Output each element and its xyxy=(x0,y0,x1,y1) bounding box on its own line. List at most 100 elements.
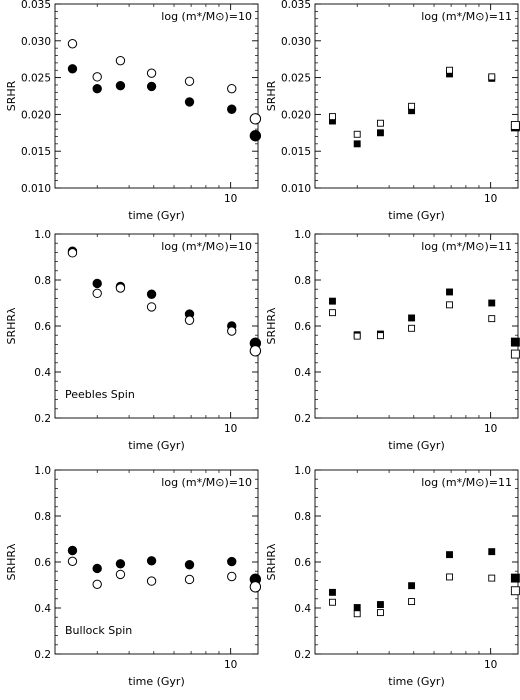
y-tick-label: 0.010 xyxy=(281,183,311,195)
y-tick-label: 0.8 xyxy=(34,511,51,523)
data-point-filled xyxy=(376,129,384,137)
y-axis-label: SRHRλ xyxy=(265,543,278,581)
data-point-open xyxy=(329,598,336,606)
data-point-open xyxy=(408,324,416,332)
data-point-filled xyxy=(146,289,157,299)
y-tick-label: 0.020 xyxy=(21,109,51,121)
y-tick-label: 0.6 xyxy=(34,321,51,333)
y-tick-label: 0.010 xyxy=(21,183,51,195)
data-point-open xyxy=(249,581,262,593)
y-tick-label: 0.015 xyxy=(281,146,311,158)
data-point-open xyxy=(146,576,157,586)
x-axis-label: time (Gyr) xyxy=(388,675,445,688)
data-point-open xyxy=(376,609,384,617)
data-point-filled xyxy=(184,560,195,570)
data-point-open xyxy=(329,113,336,121)
plot-frame xyxy=(314,3,519,189)
data-point-open xyxy=(510,586,520,596)
data-point-open xyxy=(92,579,102,590)
x-tick-label: 10 xyxy=(224,193,237,205)
y-tick-label: 0.2 xyxy=(294,413,311,425)
y-tick-label: 0.4 xyxy=(294,367,311,379)
y-tick-label: 0.020 xyxy=(281,109,311,121)
data-point-filled xyxy=(488,299,496,307)
panel-5: 0.2 0.4 0.6 0.8 1.0 10 time (Gyr) SRHRλ log (m*/… xyxy=(5,465,262,688)
mass-annotation: log (m*/M⊙)=10 xyxy=(161,240,252,253)
y-tick-label: 0.4 xyxy=(34,603,51,615)
data-point-open xyxy=(227,83,237,94)
data-point-filled xyxy=(227,556,237,567)
data-point-open xyxy=(488,574,496,582)
y-tick-label: 0.025 xyxy=(21,73,51,85)
data-point-filled xyxy=(92,563,102,574)
data-point-filled xyxy=(408,314,416,322)
y-axis-label: SRHR xyxy=(5,80,18,111)
y-tick-label: 1.0 xyxy=(294,465,311,477)
data-point-open xyxy=(67,39,78,49)
y-tick-label: 0.8 xyxy=(294,511,311,523)
data-point-open xyxy=(67,248,78,258)
data-point-open xyxy=(146,302,157,312)
y-tick-label: 0.4 xyxy=(294,603,311,615)
x-axis-label: time (Gyr) xyxy=(128,209,185,222)
y-tick-label: 0.6 xyxy=(294,557,311,569)
data-point-filled xyxy=(353,140,361,148)
data-point-open xyxy=(227,326,237,336)
data-point-open xyxy=(329,309,336,317)
x-axis-label: time (Gyr) xyxy=(388,439,445,452)
data-point-open xyxy=(227,571,237,582)
data-point-open xyxy=(146,68,157,78)
mass-annotation: log (m*/M⊙)=10 xyxy=(161,10,252,23)
data-point-open xyxy=(510,120,520,130)
x-axis-label: time (Gyr) xyxy=(128,439,185,452)
data-point-open xyxy=(446,66,453,74)
y-axis-label: SRHR xyxy=(265,80,278,111)
data-point-open xyxy=(510,349,520,359)
data-point-filled xyxy=(353,604,361,611)
mass-annotation: log (m*/M⊙)=10 xyxy=(161,476,252,489)
data-point-filled xyxy=(249,130,262,142)
data-point-filled xyxy=(408,582,416,590)
data-point-open xyxy=(488,315,496,323)
data-point-filled xyxy=(227,104,237,114)
y-tick-label: 0.4 xyxy=(34,367,51,379)
y-tick-label: 0.8 xyxy=(294,275,311,287)
plot-frame xyxy=(314,469,519,655)
data-point-open xyxy=(184,315,195,325)
data-point-open xyxy=(446,301,453,309)
data-point-filled xyxy=(329,588,336,596)
y-tick-label: 0.6 xyxy=(294,321,311,333)
spin-label: Bullock Spin xyxy=(65,624,132,637)
data-point-open xyxy=(92,72,102,82)
y-axis-label: SRHRλ xyxy=(265,307,278,345)
data-point-filled xyxy=(446,288,453,296)
panel-3: 0.2 0.4 0.6 0.8 1.0 10 time (Gyr) SRHRλ log (m*/… xyxy=(5,229,262,452)
data-point-open xyxy=(446,573,453,581)
data-point-open xyxy=(408,598,416,606)
mass-annotation: log (m*/M⊙)=11 xyxy=(421,476,512,489)
y-tick-label: 0.015 xyxy=(21,146,51,158)
y-tick-label: 0.030 xyxy=(21,36,51,48)
data-point-filled xyxy=(115,559,126,569)
data-point-open xyxy=(376,332,384,340)
x-tick-label: 10 xyxy=(484,193,497,205)
y-tick-label: 0.2 xyxy=(294,649,311,661)
x-tick-label: 10 xyxy=(484,423,497,435)
data-point-filled xyxy=(92,278,102,289)
spin-label: Peebles Spin xyxy=(65,388,135,401)
data-point-filled xyxy=(115,80,126,91)
plot-frame xyxy=(54,3,259,189)
plot-frame xyxy=(314,233,519,419)
x-axis-label: time (Gyr) xyxy=(388,209,445,222)
data-point-filled xyxy=(376,601,384,608)
data-point-open xyxy=(184,76,195,86)
panel-2: 0.010 0.015 0.020 0.025 0.030 0.035 10 time (Gy… xyxy=(265,0,520,222)
data-point-open xyxy=(249,113,262,125)
y-tick-label: 1.0 xyxy=(34,229,51,241)
data-point-filled xyxy=(146,556,157,566)
y-tick-label: 0.6 xyxy=(34,557,51,569)
y-tick-label: 1.0 xyxy=(34,465,51,477)
data-point-filled xyxy=(184,97,195,107)
y-tick-label: 0.025 xyxy=(281,73,311,85)
